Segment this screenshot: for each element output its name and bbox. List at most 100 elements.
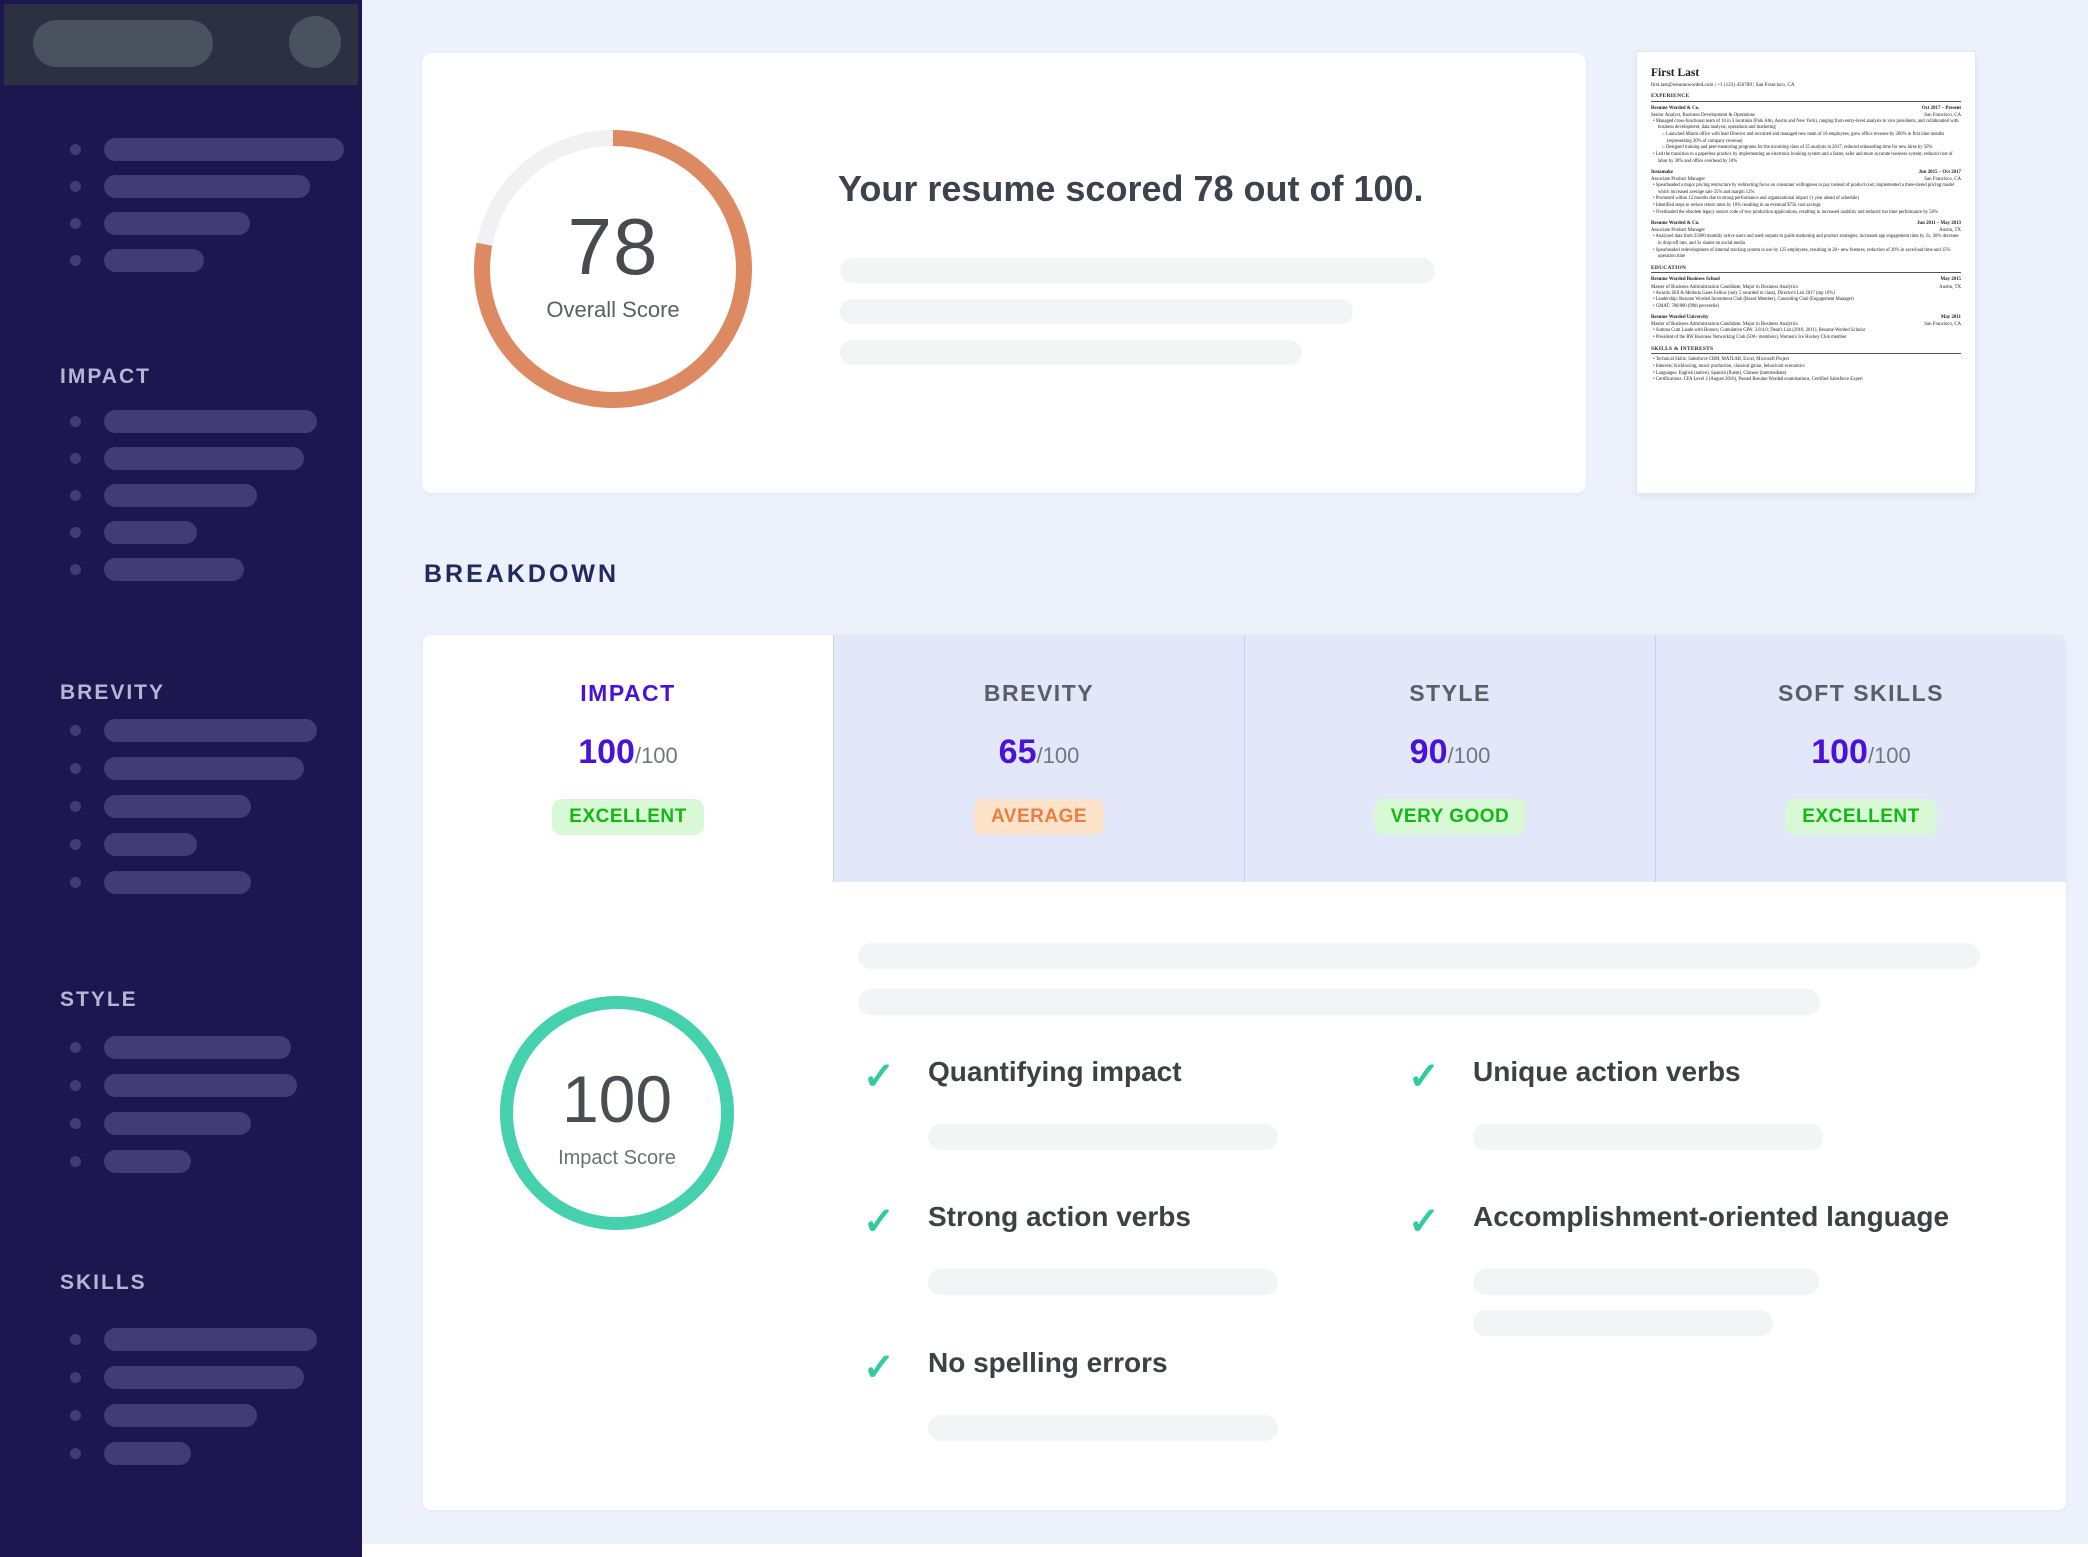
sidebar-header <box>4 4 358 85</box>
overall-score-gauge: 78 Overall Score <box>473 129 753 409</box>
panel-placeholder-line <box>858 989 1820 1015</box>
sidebar-section-style: STYLE <box>60 988 138 1011</box>
resume-preview-thumbnail[interactable]: First Last first.last@resumeworded.com | … <box>1637 52 1975 493</box>
nav-item-placeholder-bar <box>104 138 344 161</box>
impact-score-value: 100 <box>561 1062 673 1136</box>
resume-bullet: • Identified steps to reduce return rate… <box>1653 203 1821 209</box>
bullet-dot-icon <box>70 877 81 888</box>
rating-badge: EXCELLENT <box>1785 799 1937 835</box>
tab-score-value: 100 <box>578 733 635 771</box>
check-item-label: Quantifying impact <box>928 1056 1182 1087</box>
check-placeholder-bar <box>928 1269 1278 1295</box>
sidebar-item[interactable] <box>0 871 362 894</box>
tab-title: STYLE <box>1409 680 1491 706</box>
resume-bullet: ○ Launched Miami office with lead Direct… <box>1662 132 1945 144</box>
sidebar-item[interactable] <box>0 138 362 161</box>
tab-soft-skills[interactable]: SOFT SKILLS 100/100 EXCELLENT <box>1655 635 2066 882</box>
nav-item-placeholder-bar <box>104 1036 291 1059</box>
sidebar-item[interactable] <box>0 1150 362 1173</box>
bullet-dot-icon <box>70 453 81 464</box>
tab-impact[interactable]: IMPACT 100/100 EXCELLENT <box>423 635 833 882</box>
bullet-dot-icon <box>70 144 81 155</box>
avatar[interactable] <box>289 16 341 68</box>
nav-item-placeholder-bar <box>104 1074 297 1097</box>
check-item-label: Unique action verbs <box>1473 1056 1741 1087</box>
resume-section-heading: SKILLS & INTERESTS <box>1651 346 1961 355</box>
resume-entry: Resume Worded Business School May 2015 Mas… <box>1651 276 1961 310</box>
resume-bullet: • President of the RW Business Networkin… <box>1653 335 1847 341</box>
tab-score: 90/100 <box>1245 733 1655 772</box>
sidebar-item[interactable] <box>0 1442 362 1465</box>
nav-item-placeholder-bar <box>104 447 304 470</box>
nav-item-placeholder-bar <box>104 1404 257 1427</box>
resume-entry-subheader: Master of Business Administration Candid… <box>1651 322 1961 328</box>
tab-score-denominator: /100 <box>634 743 678 768</box>
resume-entry-subheader: Associate Product Manager San Francisco, … <box>1651 177 1961 183</box>
overall-score-label: Overall Score <box>546 297 680 322</box>
resume-bullet: • Analyzed data from 25000 monthly activ… <box>1653 234 1959 246</box>
bullet-dot-icon <box>70 1118 81 1129</box>
tab-rating-badge-wrap: EXCELLENT <box>1656 772 2066 835</box>
bullet-dot-icon <box>70 1372 81 1383</box>
sidebar-item[interactable] <box>0 1404 362 1427</box>
sidebar-item[interactable] <box>0 833 362 856</box>
sidebar-item[interactable] <box>0 175 362 198</box>
resume-entry-header: Resume Worded & Co. Jun 2011 – May 2013 <box>1651 221 1961 226</box>
tab-rating-badge-wrap: VERY GOOD <box>1245 772 1655 835</box>
nav-item-placeholder-bar <box>104 795 251 818</box>
nav-item-placeholder-bar <box>104 249 204 272</box>
resume-entry: Resume Worded University May 2011 Master o… <box>1651 314 1961 342</box>
nav-item-placeholder-bar <box>104 757 304 780</box>
sidebar-item[interactable] <box>0 447 362 470</box>
nav-item-placeholder-bar <box>104 521 197 544</box>
nav-item-placeholder-bar <box>104 212 250 235</box>
checkmark-icon: ✓ <box>1408 1201 1440 1243</box>
sidebar-item[interactable] <box>0 212 362 235</box>
overall-score-card: 78 Overall Score Your resume scored 78 o… <box>422 53 1586 493</box>
sidebar-item[interactable] <box>0 1036 362 1059</box>
tab-score-value: 90 <box>1409 733 1448 771</box>
hero-placeholder-line <box>840 299 1353 324</box>
tab-style[interactable]: STYLE 90/100 VERY GOOD <box>1244 635 1655 882</box>
bullet-dot-icon <box>70 725 81 736</box>
bullet-dot-icon <box>70 1448 81 1459</box>
sidebar-item[interactable] <box>0 558 362 581</box>
sidebar-item[interactable] <box>0 795 362 818</box>
sidebar-item[interactable] <box>0 1112 362 1135</box>
nav-item-placeholder-bar <box>104 1328 317 1351</box>
sidebar-item[interactable] <box>0 410 362 433</box>
nav-item-placeholder-bar <box>104 719 317 742</box>
tab-rating-badge-wrap: AVERAGE <box>834 772 1244 835</box>
sidebar-item[interactable] <box>0 484 362 507</box>
hero-placeholder-line <box>840 340 1302 365</box>
nav-item-placeholder-bar <box>104 484 257 507</box>
check-item-label: No spelling errors <box>928 1347 1168 1378</box>
sidebar-item[interactable] <box>0 757 362 780</box>
bullet-dot-icon <box>70 181 81 192</box>
check-placeholder-bar <box>1473 1310 1773 1336</box>
tab-title: BREVITY <box>983 680 1095 706</box>
resume-bullet: • Summa Cum Laude with Honors; Cumulativ… <box>1653 328 1866 334</box>
tab-brevity[interactable]: BREVITY 65/100 AVERAGE <box>833 635 1244 882</box>
nav-item-placeholder-bar <box>104 833 197 856</box>
check-item-label: Accomplishment-oriented language <box>1473 1201 1950 1232</box>
sidebar-item[interactable] <box>0 1366 362 1389</box>
checkmark-icon: ✓ <box>863 1347 895 1389</box>
sidebar-item[interactable] <box>0 1328 362 1351</box>
nav-item-placeholder-bar <box>104 1112 251 1135</box>
bullet-dot-icon <box>70 416 81 427</box>
resume-bullet: • Spearheaded redevelopment of internal … <box>1653 247 1951 260</box>
sidebar-item[interactable] <box>0 249 362 272</box>
sidebar-item[interactable] <box>0 521 362 544</box>
resume-entry: Resume Worded & Co. Jun 2011 – May 2013 As… <box>1651 220 1961 261</box>
nav-item-placeholder-bar <box>104 1150 191 1173</box>
tab-score-value: 65 <box>998 733 1037 771</box>
resume-section-heading: EXPERIENCE <box>1651 93 1961 102</box>
sidebar-item[interactable] <box>0 719 362 742</box>
logo-placeholder <box>33 20 213 67</box>
sidebar-item[interactable] <box>0 1074 362 1097</box>
impact-score-label: Impact Score <box>558 1147 676 1169</box>
resume-entry: Instamake Jun 2015 – Oct 2017 Associate Pr… <box>1651 169 1961 217</box>
nav-item-placeholder-bar <box>104 410 317 433</box>
resume-entry-subheader: Senior Analyst, Business Development & O… <box>1651 112 1961 118</box>
